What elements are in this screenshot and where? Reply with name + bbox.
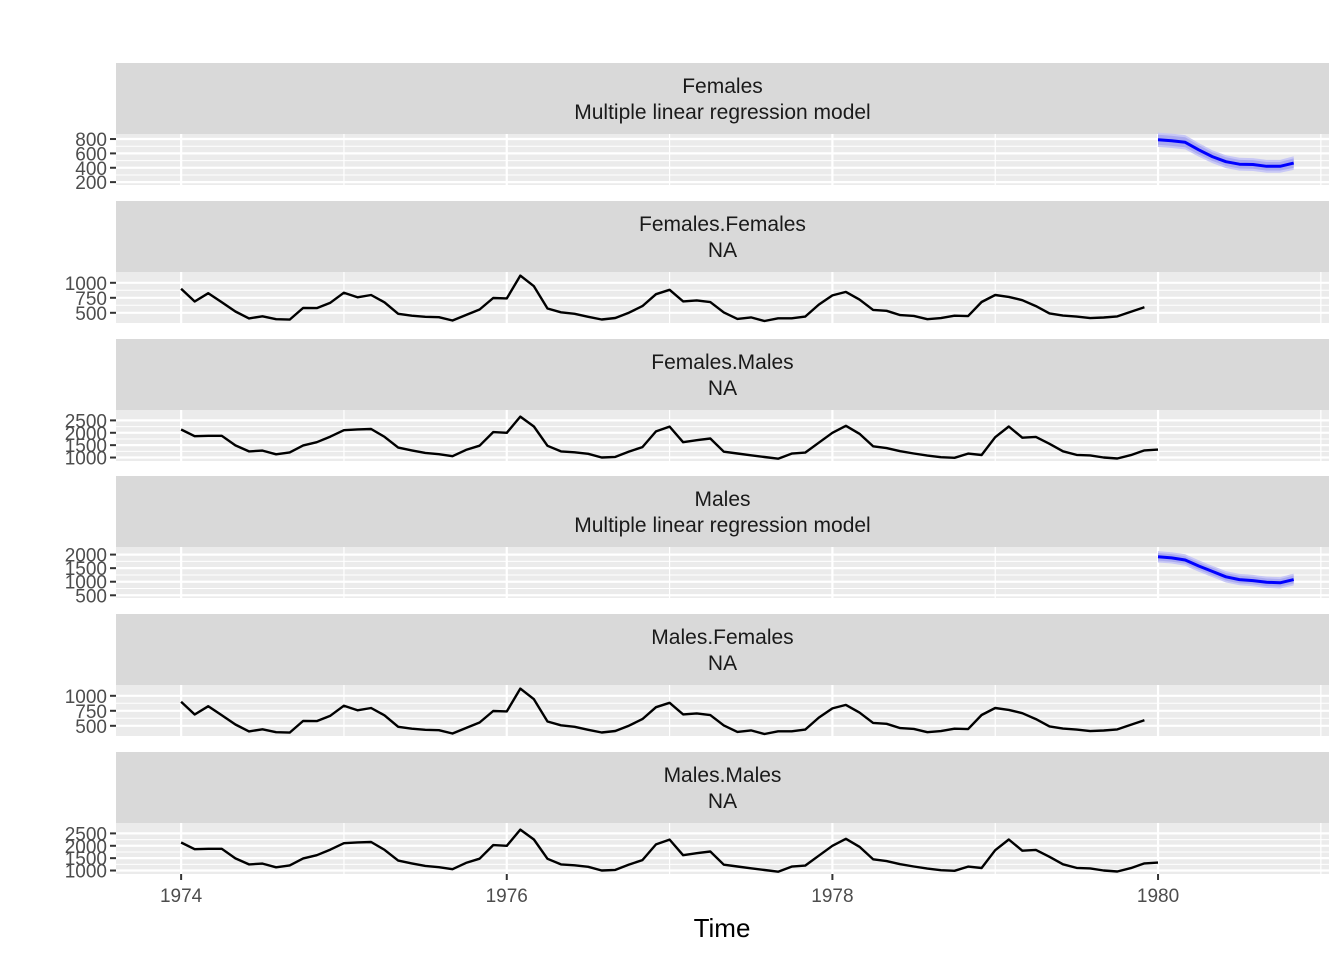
- y-tick-label: 200: [75, 173, 107, 194]
- chart-panels: Females Multiple linear regression model 2…: [65, 63, 1329, 883]
- y-tick-label: 800: [75, 130, 107, 151]
- facet-strip-title: Males.Females: [651, 626, 793, 649]
- y-tick-label: 1000: [65, 449, 107, 470]
- x-tick-label: 1978: [811, 886, 853, 907]
- series-line: [180, 828, 1159, 873]
- y-tick-label: 500: [75, 304, 107, 325]
- x-axis-title: Time: [694, 913, 751, 943]
- facet-strip-subtitle: NA: [708, 790, 737, 813]
- y-tick-label: 750: [75, 702, 107, 723]
- series-line: [180, 274, 1145, 323]
- y-tick-label: 1500: [65, 849, 107, 870]
- series-line: [180, 415, 1159, 460]
- y-tick-label: 750: [75, 289, 107, 310]
- facet-strip-title: Males: [694, 488, 750, 511]
- x-tick-label: 1976: [486, 886, 528, 907]
- y-tick-label: 500: [75, 717, 107, 738]
- y-tick-label: 2500: [65, 824, 107, 845]
- plot-background: [116, 823, 1329, 874]
- forecast-mean-line: [1157, 138, 1295, 168]
- y-tick-label: 1000: [65, 274, 107, 295]
- y-tick-label: 2000: [65, 424, 107, 445]
- facet-strip-subtitle: Multiple linear regression model: [574, 101, 870, 124]
- facet-strip: [116, 476, 1329, 547]
- facet-strip-title: Females: [682, 75, 763, 98]
- y-tick-label: 500: [75, 586, 107, 607]
- forecast-80-interval: [1158, 134, 1294, 171]
- y-tick-label: 600: [75, 144, 107, 165]
- facet-strip-subtitle: NA: [708, 652, 737, 675]
- y-tick-label: 1500: [65, 559, 107, 580]
- facet-strip-subtitle: Multiple linear regression model: [574, 514, 870, 537]
- facet-panel: Females Multiple linear regression model 2…: [75, 63, 1329, 194]
- facet-strip-title: Females.Males: [651, 351, 793, 374]
- forecast-mean-line: [1157, 555, 1295, 585]
- facet-strip: [116, 614, 1329, 685]
- facet-strip: [116, 339, 1329, 410]
- y-tick-label: 1500: [65, 436, 107, 457]
- facet-panel: Males Multiple linear regression model 500…: [65, 476, 1329, 607]
- x-tick-label: 1974: [160, 886, 203, 907]
- facet-strip-title: Males.Males: [664, 764, 782, 787]
- x-axis: 1974 1976 1978 1980: [160, 874, 1179, 907]
- x-tick-label: 1980: [1137, 886, 1179, 907]
- y-tick-label: 2000: [65, 837, 107, 858]
- y-tick-label: 1000: [65, 687, 107, 708]
- plot-background: [116, 134, 1329, 185]
- y-tick-label: 400: [75, 159, 107, 180]
- facet-strip-title: Females.Females: [639, 213, 806, 236]
- y-tick-label: 2500: [65, 411, 107, 432]
- facet-strip: [116, 201, 1329, 272]
- series-line: [180, 687, 1145, 736]
- y-tick-label: 2000: [65, 546, 107, 567]
- facet-strip: [116, 752, 1329, 823]
- facet-strip: [116, 63, 1329, 134]
- y-tick-label: 1000: [65, 573, 107, 594]
- facet-strip-subtitle: NA: [708, 377, 737, 400]
- facet-strip-subtitle: NA: [708, 239, 737, 262]
- y-tick-label: 1000: [65, 862, 107, 883]
- plot-background: [116, 410, 1329, 461]
